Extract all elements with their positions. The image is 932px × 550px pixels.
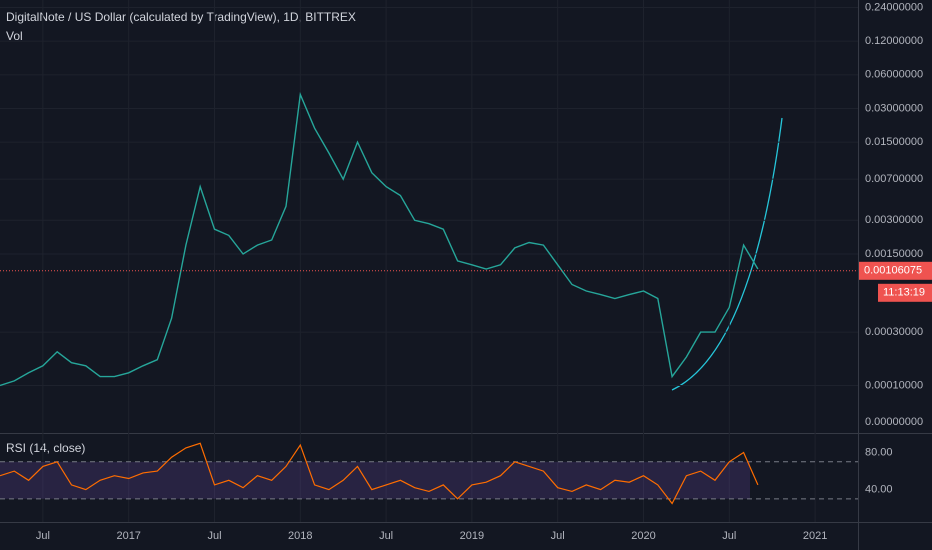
volume-label: Vol bbox=[6, 29, 23, 43]
countdown-box bbox=[878, 283, 932, 302]
y-tick-label: 0.06000000 bbox=[865, 69, 923, 81]
last-price-box bbox=[859, 261, 932, 280]
rsi-band bbox=[0, 461, 750, 499]
x-tick-label: Jul bbox=[379, 530, 393, 542]
x-tick-label: 2020 bbox=[631, 530, 655, 542]
y-tick-label: 0.24000000 bbox=[865, 1, 923, 13]
x-tick-label: Jul bbox=[722, 530, 736, 542]
x-tick-label: Jul bbox=[551, 530, 565, 542]
y-tick-label: 0.00700000 bbox=[865, 173, 923, 185]
y-tick-label: 0.01500000 bbox=[865, 136, 923, 148]
y-tick-label: 0.12000000 bbox=[865, 35, 923, 47]
rsi-tick-label: 80.00 bbox=[865, 446, 893, 458]
x-tick-label: Jul bbox=[36, 530, 50, 542]
y-tick-label: 0.00300000 bbox=[865, 214, 923, 226]
countdown-label: 11:13:19 bbox=[883, 287, 925, 299]
rsi-line bbox=[0, 442, 759, 505]
chart-title: DigitalNote / US Dollar (calculated by T… bbox=[6, 10, 356, 24]
y-tick-label: 0.00010000 bbox=[865, 379, 923, 391]
trend-curve bbox=[671, 117, 783, 391]
y-tick-label: 0.03000000 bbox=[865, 102, 923, 114]
x-tick-label: 2017 bbox=[116, 530, 140, 542]
rsi-title: RSI (14, close) bbox=[6, 441, 85, 455]
x-tick-label: 2018 bbox=[288, 530, 312, 542]
volume-tick-label: 0.00000000 bbox=[865, 416, 923, 428]
rsi-tick-label: 40.00 bbox=[865, 483, 893, 495]
y-tick-label: 0.00030000 bbox=[865, 326, 923, 338]
x-tick-label: 2019 bbox=[460, 530, 484, 542]
y-tick-label: 0.00150000 bbox=[865, 248, 923, 260]
price-line bbox=[0, 91, 759, 387]
x-tick-label: Jul bbox=[207, 530, 221, 542]
x-tick-label: 2021 bbox=[803, 530, 827, 542]
last-price-label: 0.00106075 bbox=[864, 265, 922, 277]
